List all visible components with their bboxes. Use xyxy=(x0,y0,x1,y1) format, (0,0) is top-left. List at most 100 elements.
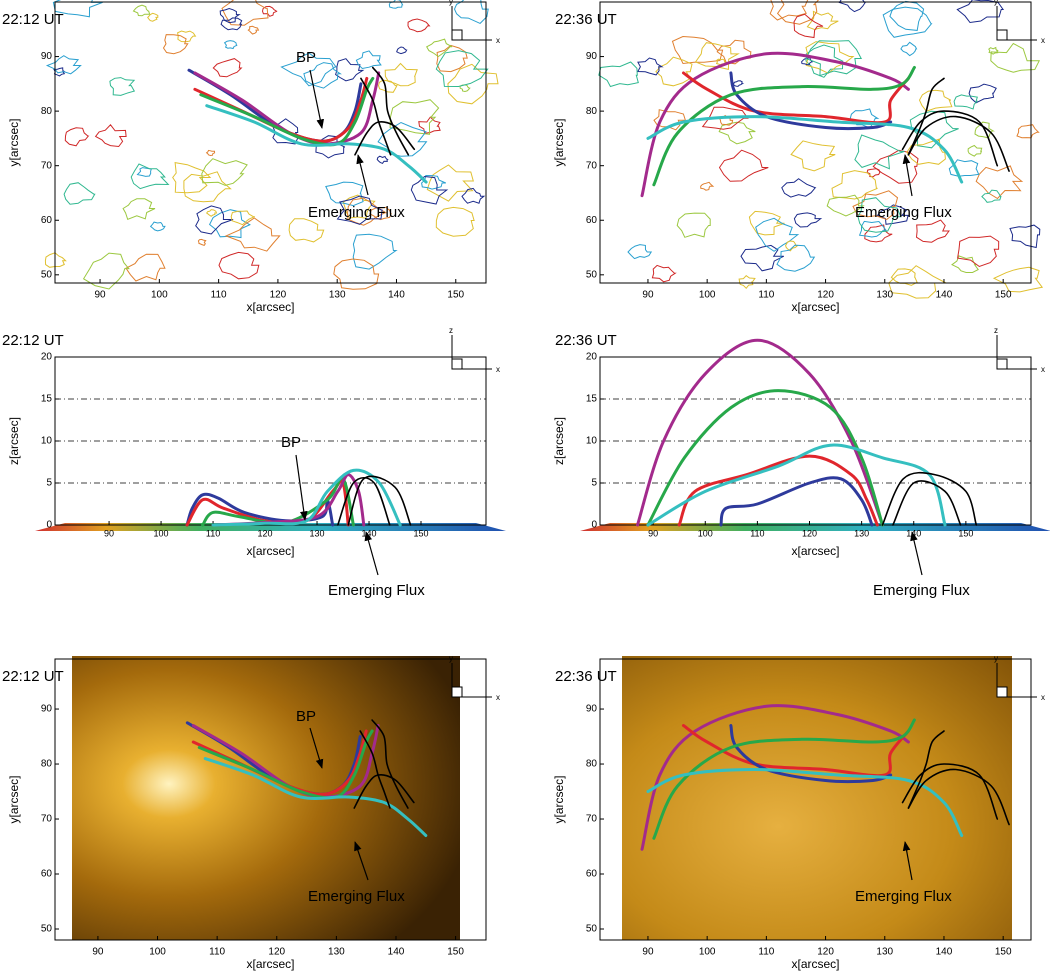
field-line xyxy=(337,476,391,526)
y-tick-label: 80 xyxy=(41,106,53,117)
x-tick-label: 140 xyxy=(362,528,377,538)
field-line xyxy=(677,454,879,527)
x-tick-label: 140 xyxy=(388,290,405,301)
contour xyxy=(82,252,130,290)
annotation: Emerging Flux xyxy=(308,204,405,221)
x-tick-label: 130 xyxy=(310,528,325,538)
contour xyxy=(261,5,278,17)
contour xyxy=(407,18,431,33)
y-tick-label: 90 xyxy=(41,51,53,62)
x-tick-label: 90 xyxy=(642,290,654,301)
x-axis-label: x[arcsec] xyxy=(791,544,839,558)
y-tick-label: 60 xyxy=(586,869,598,880)
field-line xyxy=(646,115,964,184)
contour xyxy=(461,187,486,204)
contour xyxy=(147,12,159,22)
x-tick-label: 100 xyxy=(154,528,169,538)
contour xyxy=(882,6,933,38)
contour xyxy=(790,140,836,172)
x-tick-label: 90 xyxy=(648,528,658,538)
contour xyxy=(197,238,207,246)
contour xyxy=(651,264,677,283)
y-tick-label: 60 xyxy=(41,215,53,226)
annotation: BP xyxy=(281,434,301,451)
x-tick-label: 110 xyxy=(758,947,774,958)
contour xyxy=(951,255,979,273)
contour xyxy=(220,17,243,31)
contour xyxy=(125,253,166,282)
compass-label: y xyxy=(449,654,453,663)
field-line xyxy=(646,389,884,527)
contour xyxy=(738,275,756,290)
y-tick-label: 60 xyxy=(41,869,53,880)
contour xyxy=(288,218,325,243)
contour xyxy=(333,258,380,290)
y-tick-label: 0 xyxy=(591,520,597,531)
y-tick-label: 90 xyxy=(41,704,53,715)
y-tick-label: 70 xyxy=(586,160,598,171)
contour xyxy=(889,0,925,31)
contour xyxy=(748,210,785,236)
x-tick-label: 130 xyxy=(876,947,893,958)
contour xyxy=(992,266,1044,293)
field-line xyxy=(211,468,402,527)
y-axis-label: z[arcsec] xyxy=(7,417,21,465)
compass-label: z xyxy=(449,326,453,335)
contour xyxy=(781,178,817,198)
time-label: 22:12 UT xyxy=(2,332,64,349)
x-tick-label: 110 xyxy=(211,290,227,301)
contour xyxy=(598,61,639,88)
contour xyxy=(45,55,82,75)
y-axis-label: y[arcsec] xyxy=(552,118,566,166)
contour xyxy=(694,42,740,71)
field-line xyxy=(907,768,1010,826)
contour xyxy=(805,41,855,74)
contour xyxy=(44,252,67,268)
contour xyxy=(172,161,212,194)
annotation-arrow xyxy=(354,841,369,881)
contour xyxy=(355,50,382,70)
time-label: 22:36 UT xyxy=(555,668,617,685)
contour xyxy=(177,30,197,43)
contour xyxy=(776,244,816,272)
contour xyxy=(700,181,715,191)
contour xyxy=(426,38,453,58)
contour xyxy=(352,233,398,270)
contour xyxy=(701,106,749,130)
y-tick-label: 15 xyxy=(41,394,53,405)
y-tick-label: 70 xyxy=(41,814,53,825)
contour xyxy=(389,99,440,135)
contour xyxy=(769,0,809,21)
x-tick-label: 140 xyxy=(388,947,405,958)
compass-label: x xyxy=(1041,693,1045,702)
contour xyxy=(653,109,687,131)
x-tick-label: 130 xyxy=(876,290,893,301)
contour xyxy=(981,189,1002,203)
panel: 50 60 70 80 90 90 100 110 120 130 140 150 x[arcsec] y… xyxy=(552,654,1045,971)
y-tick-label: 90 xyxy=(586,51,598,62)
field-line xyxy=(907,77,945,156)
contour xyxy=(218,251,260,280)
x-tick-label: 140 xyxy=(936,947,953,958)
contour xyxy=(953,94,979,110)
x-axis-label: x[arcsec] xyxy=(246,544,294,558)
contour xyxy=(906,138,946,165)
contour xyxy=(205,209,218,217)
contour xyxy=(900,41,918,57)
contour xyxy=(636,57,664,76)
contour xyxy=(733,80,745,87)
plot-frame xyxy=(54,658,487,941)
time-label: 22:36 UT xyxy=(555,11,617,28)
compass-box xyxy=(451,686,463,698)
contour xyxy=(990,42,1041,73)
contour xyxy=(303,62,342,89)
contour xyxy=(221,0,269,26)
contour xyxy=(718,149,769,182)
contour xyxy=(335,58,365,82)
compass-label: y xyxy=(449,0,453,6)
contour xyxy=(988,46,999,55)
x-axis-label: x[arcsec] xyxy=(791,300,839,314)
field-line xyxy=(907,730,945,809)
x-tick-label: 150 xyxy=(447,947,464,958)
